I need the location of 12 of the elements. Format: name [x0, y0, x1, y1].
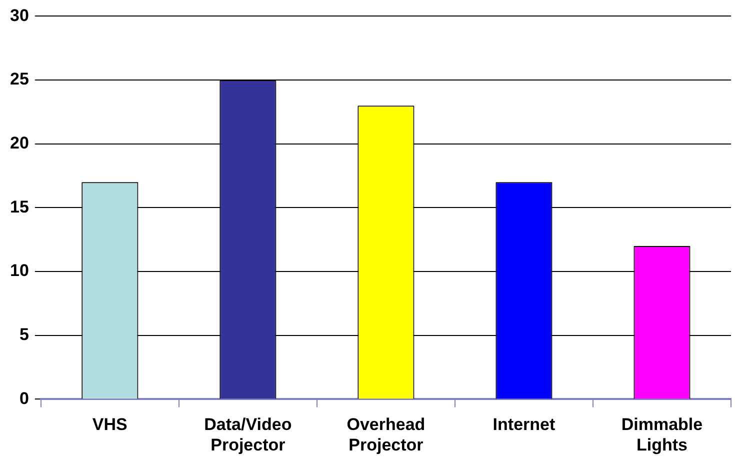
- x-tick-label: VHS: [92, 415, 128, 434]
- x-tick-label: Internet: [492, 415, 556, 434]
- y-tick-label: 5: [19, 325, 29, 344]
- y-tick-label: 30: [10, 6, 29, 25]
- y-tick-label: 20: [10, 134, 29, 153]
- x-tick-label: Overhead Projector: [346, 415, 426, 454]
- y-tick-label: 0: [19, 388, 29, 408]
- x-tick-label: Data/Video Projector: [204, 415, 292, 454]
- y-tick-label: 25: [10, 70, 29, 89]
- y-tick-label: 10: [10, 261, 29, 280]
- y-tick-label: 15: [10, 197, 29, 216]
- x-tick-label: Dimmable Lights: [621, 415, 703, 454]
